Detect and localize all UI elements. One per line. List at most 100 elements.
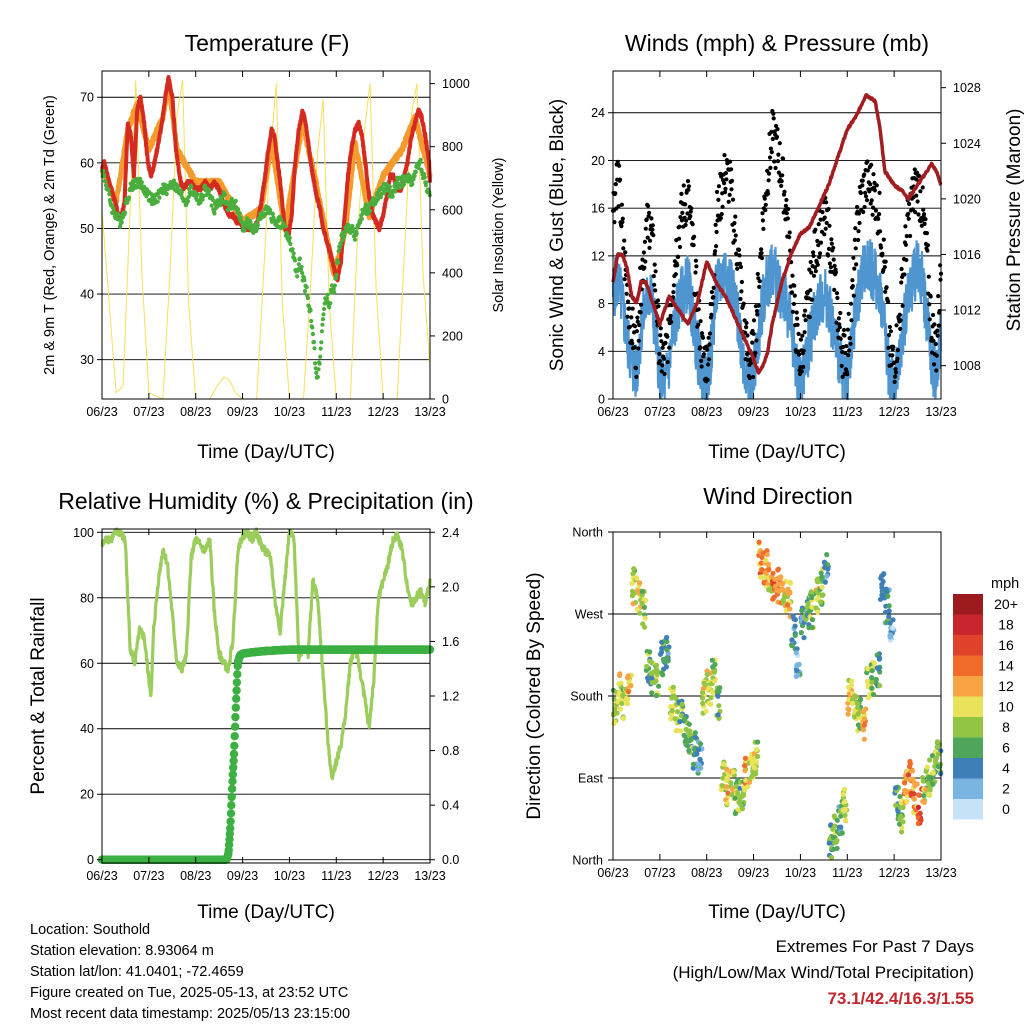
gust-point <box>756 303 761 308</box>
direction-point <box>737 796 743 802</box>
humidity-panel: Relative Humidity (%) & Precipitation (i… <box>28 488 474 923</box>
direction-point <box>696 762 702 768</box>
gust-point <box>768 165 773 170</box>
gust-point <box>663 340 668 345</box>
direction-point <box>789 637 795 643</box>
gust-point <box>837 325 842 330</box>
x-tick-label: 06/23 <box>597 405 628 419</box>
gust-point <box>836 316 842 321</box>
direction-point <box>760 550 766 556</box>
direction-point <box>828 822 834 828</box>
gust-point <box>762 196 767 201</box>
direction-point <box>793 650 799 656</box>
gust-point <box>646 203 651 209</box>
legend-label: 18 <box>998 617 1014 633</box>
y-tick-label: 20 <box>80 788 94 802</box>
gust-point <box>826 246 832 251</box>
gust-point <box>923 217 928 222</box>
precip-point <box>228 770 237 779</box>
gust-point <box>811 250 816 255</box>
direction-point <box>915 804 922 810</box>
gust-point <box>812 265 818 270</box>
dewpoint-point <box>410 182 415 187</box>
gust-point <box>630 306 635 311</box>
gust-point <box>753 350 758 355</box>
direction-point <box>642 624 648 630</box>
gust-point <box>935 333 940 338</box>
direction-point <box>688 736 695 742</box>
gust-point <box>927 302 932 307</box>
direction-point <box>784 602 791 608</box>
gust-point <box>792 293 797 298</box>
gust-point <box>898 318 903 323</box>
direction-point <box>798 630 804 636</box>
gust-point <box>643 226 648 231</box>
direction-point <box>850 700 856 707</box>
y2-tick-label: 1.2 <box>442 690 459 704</box>
dewpoint-point <box>295 274 300 279</box>
legend-swatch <box>953 655 983 676</box>
gust-point <box>744 325 749 330</box>
gust-point <box>852 266 857 271</box>
direction-point <box>865 666 871 672</box>
gust-point <box>925 243 931 248</box>
direction-point <box>917 810 923 816</box>
gust-point <box>726 199 731 204</box>
legend-label: 8 <box>1002 719 1010 735</box>
dewpoint-point <box>192 189 197 194</box>
legend-label: 4 <box>1002 760 1010 776</box>
direction-point <box>927 787 933 793</box>
gust-point <box>834 291 840 296</box>
gust-point <box>822 215 827 220</box>
gust-point <box>826 207 831 212</box>
gust-point <box>842 333 847 338</box>
direction-point <box>770 570 776 576</box>
direction-point <box>858 696 864 703</box>
precip-point <box>230 722 240 731</box>
gust-point <box>811 273 817 278</box>
precip-point <box>227 792 236 802</box>
dewpoint-point <box>242 228 247 233</box>
gust-point <box>677 224 682 229</box>
gust-point <box>878 229 883 234</box>
gust-point <box>938 263 943 268</box>
dewpoint-point <box>123 210 128 215</box>
gust-point <box>798 337 804 342</box>
direction-point <box>926 791 932 797</box>
y-tick-label: 40 <box>80 288 94 302</box>
direction-point <box>628 683 634 689</box>
gust-point <box>850 284 856 289</box>
x-tick-label: 10/23 <box>274 405 305 419</box>
gust-point <box>677 244 683 250</box>
direction-point <box>759 554 765 561</box>
gust-point <box>713 222 718 227</box>
station-latlon: Station lat/lon: 41.0401; -72.4659 <box>30 964 244 980</box>
precip-point <box>226 824 235 833</box>
direction-point <box>912 783 918 789</box>
gust-point <box>808 259 813 265</box>
gust-point <box>835 295 840 301</box>
gust-point <box>775 127 780 132</box>
gust-point <box>916 173 922 178</box>
dewpoint-point <box>279 217 284 222</box>
direction-point <box>899 829 905 835</box>
direction-point <box>690 765 696 771</box>
dewpoint-point <box>321 312 326 317</box>
direction-point <box>677 728 684 734</box>
gust-point <box>886 345 891 350</box>
gust-point <box>754 338 759 343</box>
gust-point <box>897 312 902 317</box>
gust-point <box>647 245 652 250</box>
gust-point <box>813 227 818 232</box>
direction-point <box>720 761 727 767</box>
direction-point <box>799 608 805 614</box>
gust-point <box>623 250 628 255</box>
direction-point <box>932 763 938 770</box>
gust-point <box>772 159 777 164</box>
direction-point <box>926 774 932 781</box>
gust-point <box>924 231 930 236</box>
y2-tick-label: 1020 <box>953 192 981 206</box>
gust-point <box>700 335 706 340</box>
temperature-panel: Temperature (F) 06/23 07/23 08/23 09/23 10/2… <box>42 30 507 463</box>
gust-point <box>780 173 785 178</box>
